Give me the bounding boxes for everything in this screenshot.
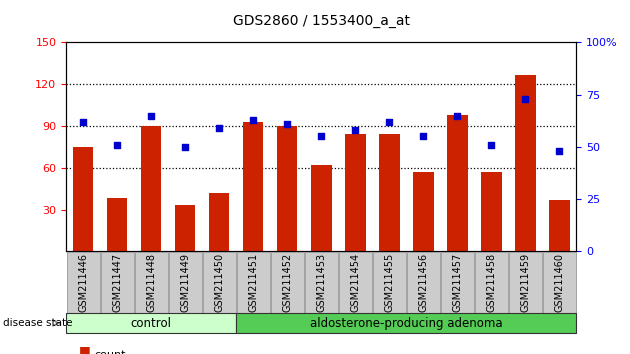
Bar [481,172,501,251]
Point [418,133,428,139]
Point [486,142,496,148]
Point [384,119,394,125]
Bar [345,135,365,251]
Text: control: control [130,316,172,330]
Text: GSM211449: GSM211449 [180,253,190,312]
Bar [243,122,263,251]
Point [316,133,326,139]
Bar [515,74,535,251]
Bar [107,199,127,251]
Text: GSM211452: GSM211452 [282,253,292,312]
Point [520,96,530,102]
Point [350,127,360,133]
Point [282,121,292,127]
Bar [277,126,297,251]
Text: GSM211459: GSM211459 [520,253,530,312]
Point [554,148,564,154]
Bar [311,165,331,251]
Bar [379,135,399,251]
Text: aldosterone-producing adenoma: aldosterone-producing adenoma [310,316,503,330]
Text: GSM211456: GSM211456 [418,253,428,312]
Text: GSM211454: GSM211454 [350,253,360,312]
Bar [209,193,229,251]
Point [180,144,190,150]
Text: GSM211460: GSM211460 [554,253,564,312]
Bar [413,172,433,251]
Text: GDS2860 / 1553400_a_at: GDS2860 / 1553400_a_at [233,14,410,28]
Text: GSM211453: GSM211453 [316,253,326,312]
Text: GSM211450: GSM211450 [214,253,224,312]
Text: count: count [94,350,126,354]
Bar [549,200,570,251]
Text: GSM211448: GSM211448 [146,253,156,312]
Text: GSM211446: GSM211446 [78,253,88,312]
Point [112,142,122,148]
Text: GSM211447: GSM211447 [112,253,122,312]
Text: GSM211455: GSM211455 [384,253,394,312]
Point [248,117,258,122]
Text: GSM211451: GSM211451 [248,253,258,312]
Bar [73,147,93,251]
Point [78,119,88,125]
Bar [141,126,161,251]
Point [214,125,224,131]
Text: ■: ■ [79,344,91,354]
Text: GSM211458: GSM211458 [486,253,496,312]
Bar [447,115,467,251]
Point [146,113,156,118]
Text: disease state: disease state [3,318,72,328]
Point [452,113,462,118]
Text: GSM211457: GSM211457 [452,253,462,312]
Bar [175,205,195,251]
